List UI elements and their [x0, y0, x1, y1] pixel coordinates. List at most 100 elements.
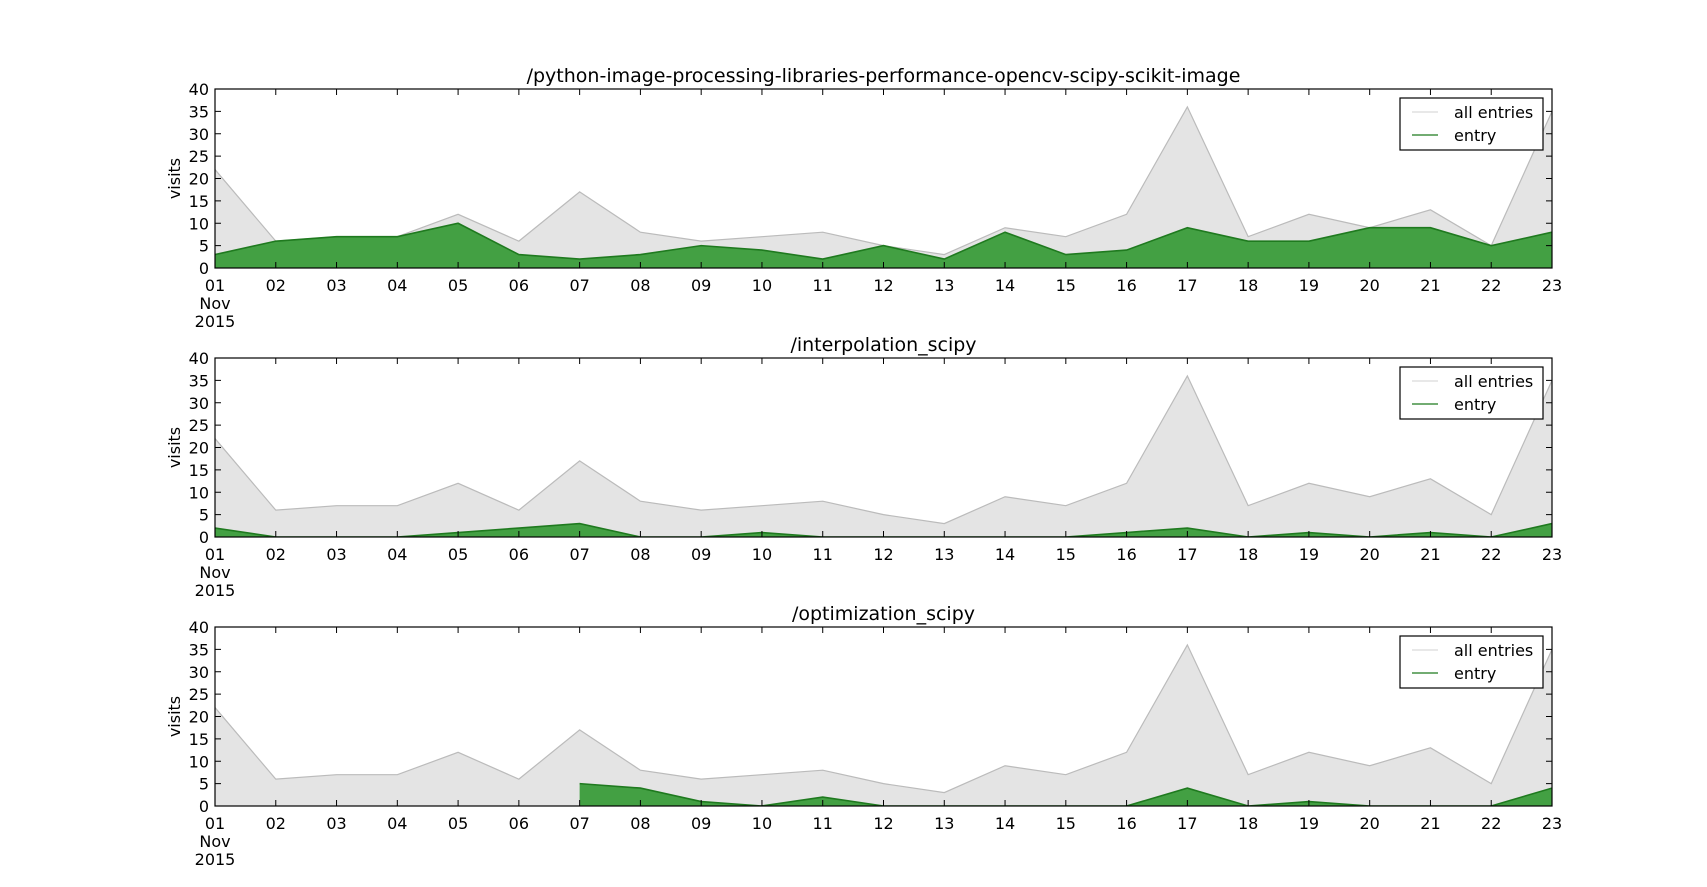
x-tick-label: 09	[691, 545, 711, 564]
y-tick-label: 30	[189, 125, 209, 144]
x-tick-label: 13	[934, 814, 954, 833]
legend: all entries entry	[1399, 635, 1544, 689]
x-tick-label: 22	[1481, 276, 1501, 295]
x-tick-label: 05	[448, 545, 468, 564]
x-tick-label: 11	[813, 545, 833, 564]
legend: all entries entry	[1399, 366, 1544, 420]
x-tick-label: 20	[1360, 276, 1380, 295]
x-tick-label: 19	[1299, 545, 1319, 564]
x-tick-label: 20	[1360, 814, 1380, 833]
plot-area	[215, 643, 1552, 806]
x-tick-label: 17	[1177, 276, 1197, 295]
x-tick-label: 20	[1360, 545, 1380, 564]
x-tick-label: 12	[873, 814, 893, 833]
y-tick-label: 15	[189, 461, 209, 480]
y-tick-label: 40	[189, 80, 209, 99]
x-tick-label: 06	[509, 545, 529, 564]
y-tick-label: 15	[189, 192, 209, 211]
y-tick-label: 20	[189, 439, 209, 458]
x-tick-label: 06	[509, 814, 529, 833]
x-tick-label: 15	[1056, 276, 1076, 295]
y-tick-label: 40	[189, 349, 209, 368]
x-tick-label: 23	[1542, 814, 1562, 833]
x-tick-label: 21	[1420, 545, 1440, 564]
legend-label: entry	[1454, 126, 1496, 145]
x-tick-label: 10	[752, 545, 772, 564]
x-tick-label: 17	[1177, 814, 1197, 833]
x-tick-label: 19	[1299, 814, 1319, 833]
legend-label: all entries	[1454, 103, 1533, 122]
line-entry	[579, 782, 1552, 806]
x-tick-label: 04	[387, 276, 407, 295]
chart-title: /optimization_scipy	[792, 603, 975, 625]
plot-area	[215, 105, 1552, 268]
legend-label: all entries	[1454, 372, 1533, 391]
x-tick-label: 02	[266, 545, 286, 564]
x-tick-label: 11	[813, 814, 833, 833]
x-tick-label: 21	[1420, 276, 1440, 295]
y-tick-label: 5	[199, 775, 209, 794]
x-tick-label: 08	[630, 814, 650, 833]
x-tick-label: 16	[1116, 814, 1136, 833]
x-tick-label: 17	[1177, 545, 1197, 564]
x-tick-label: 05	[448, 814, 468, 833]
x-tick-label: 14	[995, 545, 1015, 564]
area-all-entries	[215, 644, 1552, 806]
y-tick-label: 30	[189, 394, 209, 413]
x-tick-label: 18	[1238, 814, 1258, 833]
y-tick-label: 25	[189, 416, 209, 435]
x-tick-label: 03	[326, 276, 346, 295]
x-tick-label-extra: 2015	[195, 581, 236, 600]
y-tick-label: 30	[189, 663, 209, 682]
x-tick-label-extra: 2015	[195, 312, 236, 331]
x-tick-label: 18	[1238, 276, 1258, 295]
x-tick-label: 10	[752, 814, 772, 833]
x-tick-label: 02	[266, 276, 286, 295]
y-axis-label: visits	[165, 696, 184, 737]
legend-label: all entries	[1454, 641, 1533, 660]
x-tick-label: 04	[387, 545, 407, 564]
x-tick-label: 05	[448, 276, 468, 295]
x-tick-label: 21	[1420, 814, 1440, 833]
x-tick-label: 03	[326, 814, 346, 833]
chart-title: /interpolation_scipy	[790, 334, 976, 356]
x-tick-label-extra: Nov	[199, 832, 230, 851]
x-tick-label: 02	[266, 814, 286, 833]
x-tick-label: 15	[1056, 814, 1076, 833]
x-tick-label: 08	[630, 276, 650, 295]
x-tick-label: 12	[873, 276, 893, 295]
y-tick-label: 10	[189, 752, 209, 771]
x-tick-label: 06	[509, 276, 529, 295]
chart-title: /python-image-processing-libraries-perfo…	[527, 65, 1241, 87]
y-tick-label: 5	[199, 237, 209, 256]
x-tick-label: 07	[569, 276, 589, 295]
legend-frame	[1399, 366, 1544, 420]
x-tick-label: 23	[1542, 545, 1562, 564]
x-tick-label: 03	[326, 545, 346, 564]
y-tick-label: 10	[189, 483, 209, 502]
x-tick-label: 14	[995, 814, 1015, 833]
plot-area	[215, 374, 1552, 537]
x-tick-label: 14	[995, 276, 1015, 295]
y-tick-label: 40	[189, 618, 209, 637]
y-tick-label: 0	[199, 528, 209, 547]
y-tick-label: 35	[189, 371, 209, 390]
x-tick-label: 07	[569, 814, 589, 833]
x-tick-label: 22	[1481, 545, 1501, 564]
x-tick-label: 09	[691, 814, 711, 833]
y-tick-label: 20	[189, 708, 209, 727]
y-axis-label: visits	[165, 158, 184, 199]
legend-frame	[1399, 97, 1544, 151]
y-tick-label: 25	[189, 685, 209, 704]
x-tick-label: 13	[934, 545, 954, 564]
x-tick-label: 01	[205, 276, 225, 295]
x-tick-label: 22	[1481, 814, 1501, 833]
legend-label: entry	[1454, 395, 1496, 414]
area-all-entries	[215, 106, 1552, 268]
legend-label: entry	[1454, 664, 1496, 683]
y-tick-label: 0	[199, 797, 209, 816]
